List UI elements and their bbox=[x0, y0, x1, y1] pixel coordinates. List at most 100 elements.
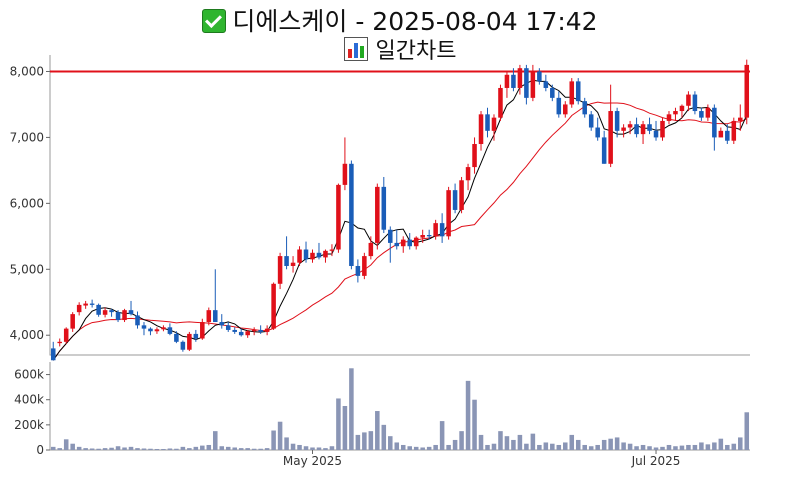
candle bbox=[381, 176, 387, 234]
candle bbox=[673, 107, 678, 121]
volume-bar bbox=[219, 446, 225, 450]
candle-body bbox=[135, 315, 140, 326]
candle bbox=[738, 104, 743, 131]
candle-body bbox=[731, 120, 737, 141]
candle-body bbox=[556, 97, 562, 115]
candle-body bbox=[251, 329, 257, 332]
candle-body bbox=[141, 325, 147, 329]
candle bbox=[329, 244, 335, 257]
volume-bar bbox=[614, 437, 620, 450]
candle-body bbox=[200, 322, 205, 339]
candle-body bbox=[109, 310, 114, 313]
candle-body bbox=[355, 265, 361, 276]
candle bbox=[511, 68, 516, 92]
candle-body bbox=[452, 190, 458, 210]
candle-body bbox=[511, 74, 516, 88]
volume-bar bbox=[491, 443, 497, 450]
volume-bar bbox=[556, 444, 562, 450]
volume-bar bbox=[660, 446, 665, 450]
volume-bar bbox=[355, 434, 361, 450]
candle bbox=[634, 117, 639, 138]
volume-bar bbox=[465, 380, 471, 450]
candle bbox=[148, 327, 153, 336]
volume-bar bbox=[537, 444, 542, 450]
candle-body bbox=[206, 310, 212, 323]
candle bbox=[213, 269, 218, 323]
candle bbox=[135, 311, 140, 329]
candle-body bbox=[264, 328, 270, 332]
volume-bar bbox=[550, 443, 555, 450]
volume-bar bbox=[394, 442, 400, 450]
candle bbox=[660, 117, 665, 141]
volume-bar bbox=[342, 406, 348, 450]
volume-bar bbox=[725, 444, 730, 450]
moving-average-slow-line bbox=[52, 101, 748, 361]
candle bbox=[478, 111, 484, 151]
candle-body bbox=[336, 184, 341, 250]
candle bbox=[70, 312, 75, 332]
candle-body bbox=[673, 111, 678, 115]
volume-bar bbox=[413, 446, 419, 450]
candle-body bbox=[400, 239, 406, 247]
price-y-tick-label: 7,000 bbox=[10, 130, 44, 144]
volume-bar bbox=[115, 446, 121, 450]
candle-body bbox=[524, 68, 529, 98]
volume-bar bbox=[290, 443, 296, 450]
volume-bar bbox=[601, 439, 607, 450]
volume-bar bbox=[647, 446, 652, 450]
price-y-tick-label: 4,000 bbox=[10, 328, 44, 342]
candle bbox=[219, 314, 225, 329]
candle-body bbox=[517, 68, 523, 88]
volume-bar bbox=[588, 446, 594, 450]
candle-body bbox=[316, 252, 322, 258]
candle bbox=[375, 183, 380, 250]
candle-body bbox=[57, 341, 62, 344]
candle bbox=[491, 114, 497, 141]
candle-body bbox=[232, 329, 237, 332]
candle-body bbox=[575, 81, 581, 102]
candle bbox=[57, 338, 62, 347]
price-y-tick-label: 5,000 bbox=[10, 262, 44, 276]
candle-body bbox=[653, 130, 659, 138]
volume-bar bbox=[238, 448, 244, 450]
bar-chart-icon bbox=[343, 37, 368, 61]
candle bbox=[297, 246, 302, 266]
candle-body bbox=[303, 249, 309, 260]
volume-bar bbox=[135, 448, 140, 450]
candle bbox=[614, 107, 620, 138]
candle bbox=[310, 249, 315, 263]
volume-bar bbox=[349, 368, 354, 450]
candle bbox=[96, 303, 101, 317]
volume-bar bbox=[569, 434, 575, 450]
candle bbox=[446, 186, 451, 240]
candle bbox=[238, 328, 244, 337]
volume-bar bbox=[426, 446, 432, 450]
candle bbox=[284, 236, 289, 270]
volume-bar bbox=[452, 439, 458, 450]
candle-body bbox=[699, 111, 704, 118]
candle-body bbox=[679, 105, 685, 112]
candle-body bbox=[323, 250, 328, 258]
candle-body bbox=[128, 310, 134, 315]
candle bbox=[582, 97, 587, 118]
volume-bar bbox=[718, 438, 724, 450]
volume-bar bbox=[89, 448, 95, 450]
chart-title-text: 디에스케이 - 2025-08-04 17:42 bbox=[232, 7, 598, 36]
candle bbox=[563, 101, 568, 118]
candle-body bbox=[712, 107, 717, 138]
candle-body bbox=[621, 127, 626, 131]
candle-body bbox=[297, 249, 302, 263]
candle bbox=[433, 219, 438, 240]
candle bbox=[174, 331, 179, 344]
candle bbox=[206, 307, 212, 326]
candle-body bbox=[439, 223, 445, 237]
candle-body bbox=[738, 117, 743, 121]
candle-body bbox=[504, 74, 510, 88]
candle bbox=[76, 302, 82, 316]
candle-body bbox=[588, 114, 594, 128]
volume-bar bbox=[141, 448, 147, 450]
volume-bar bbox=[297, 444, 302, 450]
candle bbox=[277, 252, 283, 290]
candle bbox=[601, 130, 607, 164]
volume-bar bbox=[213, 431, 218, 450]
